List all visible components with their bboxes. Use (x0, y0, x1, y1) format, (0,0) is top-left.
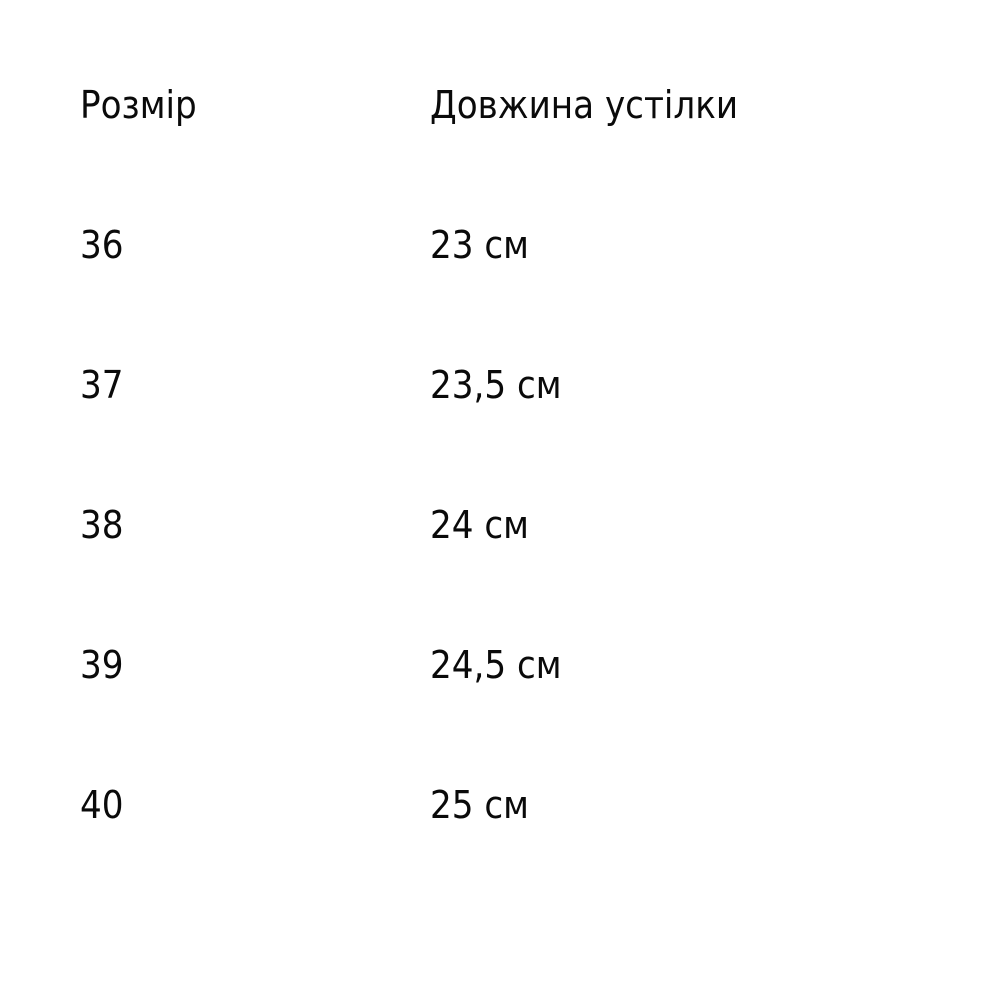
table-header-row: Розмір Довжина устілки (80, 35, 1000, 175)
size-cell: 36 (80, 223, 124, 267)
insole-length-cell: 25 см (430, 783, 529, 827)
insole-length-cell: 24,5 см (430, 643, 562, 687)
insole-length-cell: 23 см (430, 223, 529, 267)
size-cell: 40 (80, 783, 124, 827)
insole-length-column-header: Довжина устілки (430, 83, 739, 127)
size-cell: 37 (80, 363, 124, 407)
table-row: 40 25 см (80, 735, 1000, 875)
size-chart-table: Розмір Довжина устілки 36 23 см 37 23,5 … (0, 35, 1000, 875)
table-row: 36 23 см (80, 175, 1000, 315)
size-cell: 39 (80, 643, 124, 687)
size-column-header: Розмір (80, 83, 197, 127)
insole-length-cell: 23,5 см (430, 363, 562, 407)
table-row: 38 24 см (80, 455, 1000, 595)
table-row: 37 23,5 см (80, 315, 1000, 455)
insole-length-cell: 24 см (430, 503, 529, 547)
size-cell: 38 (80, 503, 124, 547)
table-row: 39 24,5 см (80, 595, 1000, 735)
